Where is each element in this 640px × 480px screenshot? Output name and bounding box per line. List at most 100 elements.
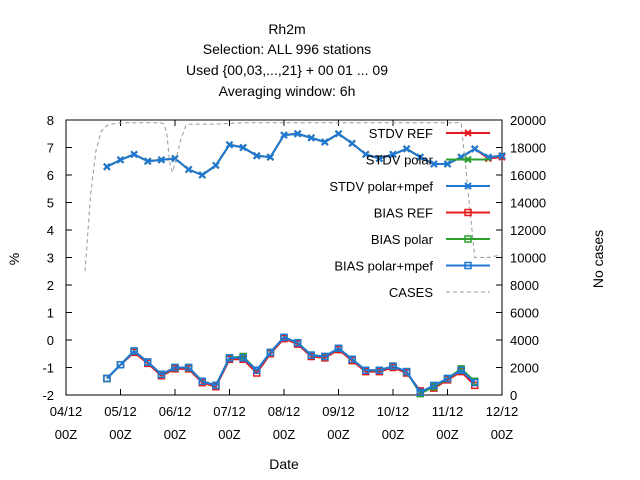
series-line: [84, 122, 503, 272]
legend-label: STDV polar: [366, 153, 434, 168]
data-point: [402, 145, 411, 153]
y2-tick-label: 4000: [510, 333, 539, 348]
y-tick-label: 6: [47, 168, 54, 183]
data-point: [266, 348, 275, 357]
data-point: [225, 354, 234, 362]
data-point: [280, 131, 288, 139]
y2-tick-label: 18000: [510, 141, 546, 156]
data-point: [198, 377, 206, 385]
data-point: [116, 156, 125, 164]
data-point: [212, 161, 220, 170]
data-point: [389, 362, 397, 370]
data-point: [184, 363, 193, 372]
y-tick-label: 8: [47, 113, 54, 128]
y2-tick-label: 2000: [510, 361, 539, 376]
data-point: [416, 153, 424, 161]
x-tick-label: 08/12: [268, 404, 301, 419]
data-point: [334, 130, 343, 138]
x-tick-label: 04/12: [50, 404, 83, 419]
legend-swatch-marker: [464, 235, 472, 243]
x-tick-label: 00Z: [382, 427, 404, 442]
data-point: [430, 381, 438, 390]
data-point: [334, 344, 343, 352]
x-axis-ticks: 04/12 00Z 05/12 00Z 06/12 00Z 07/12 00Z 08/12 00Z…: [50, 120, 518, 442]
data-point: [293, 130, 302, 138]
data-point: [416, 388, 424, 396]
data-point: [171, 363, 179, 372]
data-point: [375, 366, 384, 374]
data-point: [266, 153, 275, 161]
legend-label: STDV REF: [369, 126, 433, 141]
series-line: [106, 337, 476, 392]
data-point: [321, 352, 329, 361]
data-point: [157, 156, 166, 164]
data-point: [375, 154, 384, 163]
chart-title-line: Averaging window: 6h: [219, 83, 356, 99]
data-point: [212, 381, 220, 390]
data-point: [171, 154, 179, 163]
x-tick-label: 06/12: [159, 404, 192, 419]
legend-label: BIAS polar: [371, 232, 434, 247]
data-point: [430, 160, 438, 168]
chart-title: Rh2m Selection: ALL 996 stations Used {00,…: [186, 21, 388, 99]
legend-swatch-marker: [464, 261, 472, 270]
legend-label: BIAS REF: [374, 206, 433, 221]
y2-tick-label: 10000: [510, 251, 546, 266]
legend-swatch-marker: [464, 182, 472, 190]
data-point: [144, 157, 152, 165]
chart-title-line: Used {00,03,...,21} + 00 01 ... 09: [186, 62, 388, 78]
x-tick-label: 11/12: [432, 404, 464, 419]
series-line: [106, 336, 476, 394]
y2-tick-label: 16000: [510, 168, 546, 183]
data-point: [130, 150, 138, 159]
data-point: [362, 150, 370, 159]
legend-swatch-marker: [464, 155, 472, 164]
series-stdv-polar: [103, 130, 506, 179]
series-stdv-polar-mpef: [103, 130, 506, 179]
data-point: [402, 367, 411, 376]
x-tick-label: 00Z: [436, 427, 458, 442]
series-cases: [84, 122, 503, 272]
x-tick-label: 09/12: [322, 404, 355, 419]
series-bias-ref: [103, 334, 479, 395]
y2-tick-label: 6000: [510, 306, 539, 321]
data-point: [198, 171, 206, 179]
data-point: [253, 366, 261, 374]
data-point: [348, 139, 356, 148]
data-point: [362, 366, 370, 374]
y2-axis-ticks: 0 2000 4000 6000 8000 10000 12000 14000 16000 180…: [496, 113, 546, 403]
data-point: [471, 145, 479, 153]
y-tick-label: 1: [47, 306, 54, 321]
legend-swatch-marker: [464, 129, 472, 137]
series-line: [106, 132, 503, 177]
chart-title-line: Selection: ALL 996 stations: [203, 41, 371, 57]
y-tick-label: -1: [42, 361, 54, 376]
data-point: [103, 374, 111, 383]
data-point: [457, 366, 465, 374]
x-tick-label: 05/12: [104, 404, 137, 419]
series-bias-polar-mpef: [103, 333, 479, 396]
data-point: [443, 374, 452, 383]
x-tick-label: 00Z: [491, 427, 513, 442]
data-point: [184, 165, 193, 174]
x-tick-label: 00Z: [109, 427, 131, 442]
data-point: [471, 378, 479, 387]
y-axis-title: %: [6, 253, 22, 265]
series-stdv-ref: [103, 130, 506, 179]
y-tick-label: 0: [47, 333, 54, 348]
data-point: [280, 333, 288, 341]
chart-title-line: Rh2m: [268, 21, 305, 37]
x-tick-label: 00Z: [273, 427, 295, 442]
data-point: [321, 138, 329, 146]
series-line: [106, 132, 503, 177]
data-point: [157, 370, 166, 379]
y-tick-label: -2: [42, 388, 54, 403]
series-line: [106, 336, 476, 395]
data-point: [225, 141, 234, 149]
legend: STDV REF STDV polar STDV polar+mpef BIAS RE…: [329, 126, 490, 300]
y2-axis-title: No cases: [590, 230, 606, 288]
data-point: [307, 351, 315, 359]
y-tick-label: 2: [47, 278, 54, 293]
y2-tick-label: 14000: [510, 196, 546, 211]
legend-label: STDV polar+mpef: [329, 179, 433, 194]
